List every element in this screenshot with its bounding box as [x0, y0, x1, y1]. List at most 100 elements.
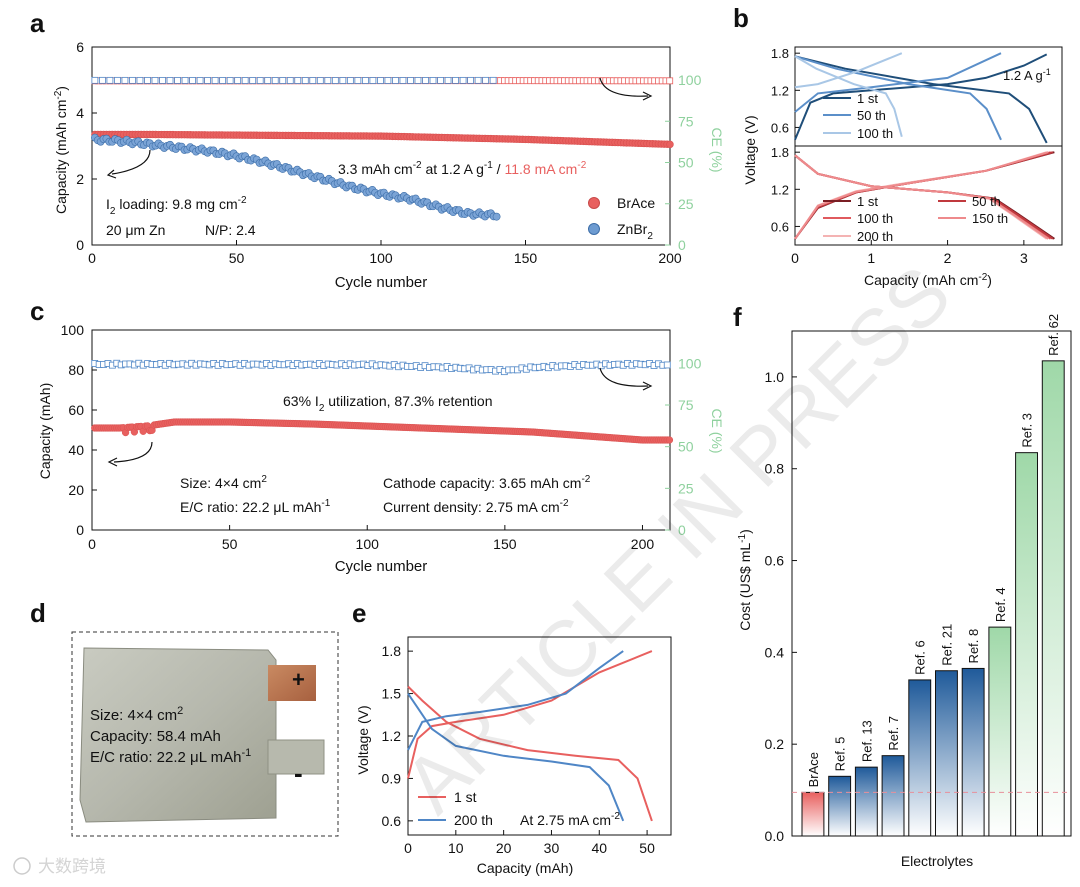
panel-a-y2tick-label: 100 [678, 72, 702, 88]
panel-a-xtick-label: 0 [88, 250, 96, 266]
cost-bar-label: Ref. 8 [966, 629, 981, 664]
panel-e-rate: At 2.75 mA cm-2 [520, 811, 620, 828]
cost-bar-label: Ref. 13 [859, 720, 874, 762]
legend-znbr2-label: ZnBr2 [617, 221, 653, 242]
cost-bar [988, 626, 1012, 837]
panel-e-charge-curve [407, 650, 653, 779]
panel-e-ytick-label: 1.8 [382, 643, 402, 659]
panel-c-utilization: 63% I2 utilization, 87.3% retention [283, 393, 492, 414]
panel-f-frame [791, 330, 1072, 837]
panel-e-ytick-label: 0.6 [382, 813, 402, 829]
panel-e: 0 10 20 30 40 50 0.6 0.9 1.2 1.5 1.8 Capacity (mAh… [355, 636, 672, 876]
panel-a-arrowhead-left [106, 169, 117, 179]
panel-c-y2tick-label: 50 [678, 439, 694, 455]
znbr2-ce-point [166, 77, 174, 84]
panel-b-ytick-top-label: 0.6 [771, 120, 789, 135]
znbr2-ce-point [309, 77, 317, 84]
cost-bar-label: Ref. 7 [886, 716, 901, 751]
panel-c-xtick-label: 100 [356, 536, 380, 552]
panel-b-legend-label: 1 st [857, 91, 878, 106]
cost-bar [1041, 360, 1065, 837]
positive-tab [268, 665, 316, 701]
panel-b-legend-label: 100 th [857, 211, 893, 226]
panel-b-legend-label: 1 st [857, 194, 878, 209]
pouch-cell-photo [79, 647, 277, 823]
znbr2-ce-point [339, 77, 347, 84]
panel-c-arrowhead-right [642, 381, 653, 391]
panel-a-xtick-label: 150 [514, 250, 538, 266]
cost-bar-label: Ref. 21 [939, 624, 954, 666]
panel-label-b: b [733, 3, 749, 33]
panel-b-legend-label: 50 th [972, 194, 1001, 209]
panel-a-headline: 3.3 mAh cm-2 at 1.2 A g-1 / 11.8 mA cm-2 [338, 160, 587, 177]
panel-f-ylabel: Cost (US$ mL-1) [737, 529, 753, 631]
panel-c-xtick-label: 50 [222, 536, 238, 552]
panel-e-xlabel: Capacity (mAh) [477, 860, 573, 876]
panel-c: 0 50 100 150 200 0 20 40 60 80 100 0 25 50 75 100 Cycle… [37, 322, 725, 575]
panel-c-arrow-left [113, 441, 153, 463]
ce-point [663, 361, 671, 369]
panel-c-y2tick-label: 25 [678, 480, 694, 496]
znbr2-ce-point [159, 77, 166, 84]
panel-c-ytick-label: 60 [68, 402, 84, 418]
plus-sign: + [292, 667, 305, 692]
znbr2-ce-point [316, 77, 324, 84]
panel-e-xtick-label: 30 [544, 840, 560, 856]
panel-b-charge-curve [794, 52, 1002, 113]
znbr2-ce-point [189, 77, 196, 84]
znbr2-ce-point [144, 76, 151, 84]
panel-e-xtick-label: 50 [639, 840, 655, 856]
znbr2-ce-point [181, 77, 189, 84]
panel-e-ytick-label: 1.2 [382, 728, 402, 744]
cost-bar [801, 791, 825, 837]
panel-a-zn: 20 μm Zn [106, 222, 165, 238]
panel-b-rate: 1.2 A g-1 [1003, 67, 1051, 83]
znbr2-ce-point [196, 77, 204, 84]
panel-e-xtick-label: 0 [404, 840, 412, 856]
znbr2-ce-point [384, 77, 392, 84]
cost-bar-label: Ref. 5 [833, 737, 848, 772]
znbr2-ce-point [346, 77, 354, 84]
panel-c-arrowhead-left [107, 457, 118, 467]
panel-a-ytick-label: 2 [76, 171, 84, 187]
panel-f-xlabel: Electrolytes [901, 853, 973, 869]
legend-e-1st-label: 1 st [454, 789, 477, 805]
znbr2-ce-point [249, 77, 257, 84]
panel-e-discharge-curve [407, 685, 653, 822]
panel-c-xtick-label: 200 [631, 536, 655, 552]
znbr2-ce-point [392, 77, 399, 84]
panel-c-ec: E/C ratio: 22.2 μL mAh-1 [180, 498, 331, 515]
znbr2-ce-point [219, 77, 227, 84]
panel-e-xtick-label: 40 [591, 840, 607, 856]
cost-bar-label: Ref. 62 [1046, 314, 1061, 356]
znbr2-ce-point [361, 77, 369, 84]
panel-b-ytick-top-label: 1.2 [771, 83, 789, 98]
panel-b-xlabel: Capacity (mAh cm-2) [864, 272, 992, 288]
panel-f-ytick-label: 0.0 [765, 828, 785, 844]
panel-b-legend-label: 100 th [857, 126, 893, 141]
panel-a-y2tick-label: 75 [678, 113, 694, 129]
cost-bar [1015, 452, 1038, 837]
panel-c-size: Size: 4×4 cm2 [180, 474, 267, 491]
panel-a-xtick-label: 50 [229, 250, 245, 266]
brand-logo: 大数跨境 [13, 857, 106, 876]
panel-b-discharge-curve [794, 154, 1049, 240]
panel-b-discharge-curve [794, 154, 1052, 240]
panel-b-legend-label: 150 th [972, 211, 1008, 226]
panel-b-discharge-curve [794, 55, 903, 137]
panel-a-y2label: CE (%) [709, 127, 725, 172]
cost-bar [854, 766, 878, 837]
znbr2-ce-point [256, 77, 264, 84]
panel-a-arrowhead-right [642, 91, 653, 101]
panel-b-charge-curve [794, 151, 1055, 240]
panel-b-legend-label: 50 th [857, 108, 886, 123]
znbr2-ce-point [444, 76, 452, 84]
panel-a-ytick-label: 4 [76, 105, 84, 121]
panel-e-ytick-label: 1.5 [382, 686, 402, 702]
znbr2-ce-point [452, 76, 459, 84]
znbr2-capacity-point [492, 212, 501, 221]
panel-b-charge-curve [794, 151, 1049, 240]
panel-c-xtick-label: 0 [88, 536, 96, 552]
